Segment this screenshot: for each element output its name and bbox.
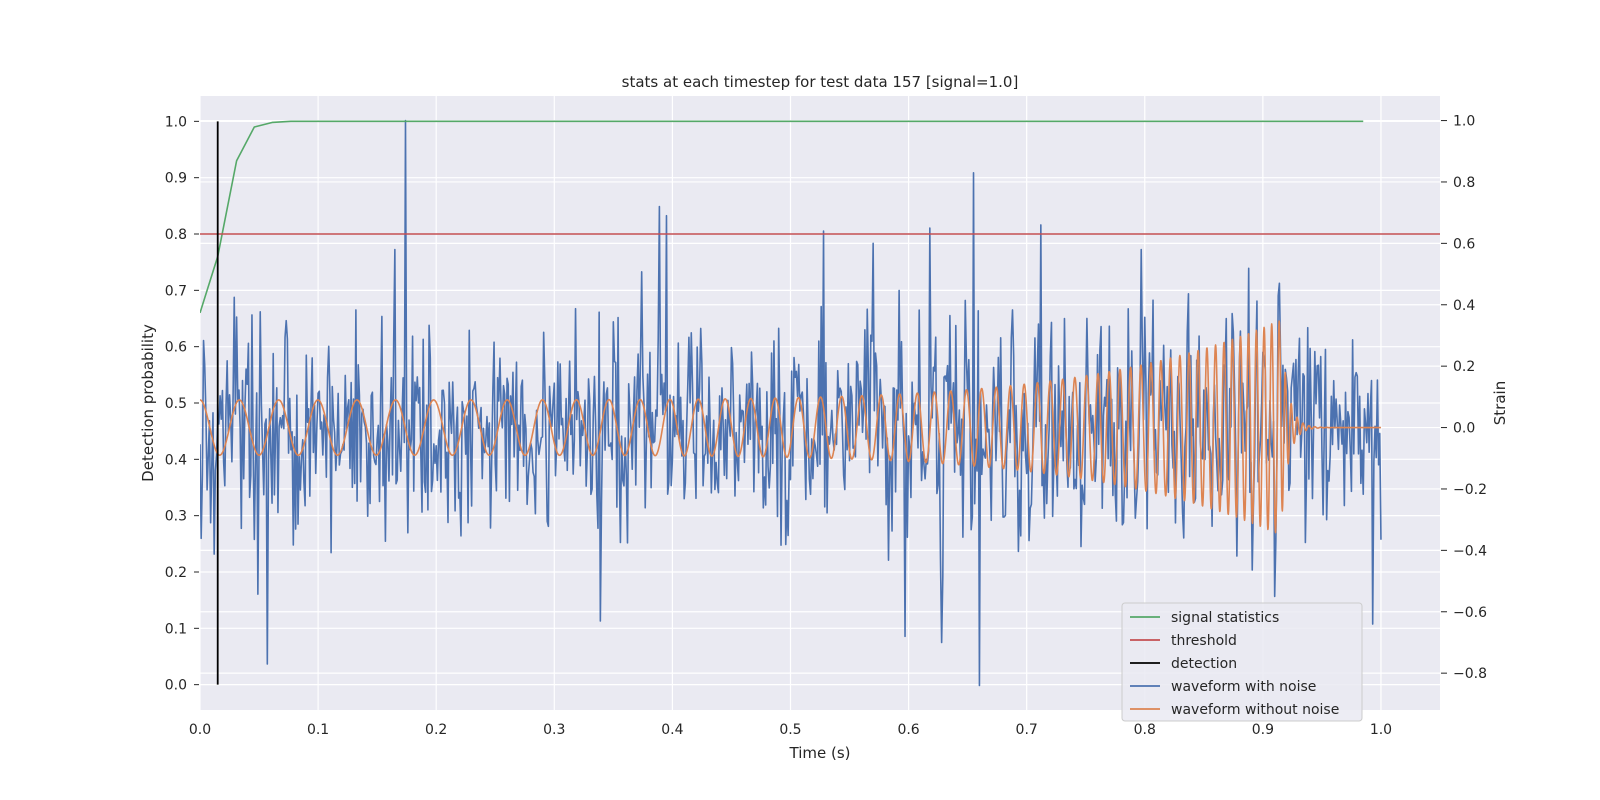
y-tick-label: 0.3 (165, 509, 187, 525)
x-tick-label: 0.6 (897, 722, 919, 738)
x-tick-label: 0.4 (661, 722, 683, 738)
y2-tick-label: 0.8 (1453, 175, 1475, 191)
legend-entry: detection (1171, 656, 1237, 672)
y-tick-label: 0.9 (165, 171, 187, 187)
x-tick-label: 0.1 (307, 722, 329, 738)
y2-tick-label: 0.2 (1453, 359, 1475, 375)
y-tick-label: 0.0 (165, 678, 187, 694)
legend-entry: waveform without noise (1171, 702, 1339, 718)
x-tick-label: 0.8 (1134, 722, 1156, 738)
y2-tick-label: 0.4 (1453, 298, 1475, 314)
legend-entry: waveform with noise (1171, 679, 1316, 695)
y-tick-label: 0.2 (165, 565, 187, 581)
x-tick-label: 0.2 (425, 722, 447, 738)
y-tick-label: 0.7 (165, 283, 187, 299)
x-tick-label: 0.7 (1016, 722, 1038, 738)
y2-axis-label: Strain (1491, 381, 1509, 425)
legend-box (1121, 602, 1363, 722)
y-tick-label: 0.1 (165, 621, 187, 637)
y2-tick-label: 1.0 (1453, 114, 1475, 130)
y2-tick-label: −0.6 (1453, 605, 1487, 621)
y2-tick-label: 0.6 (1453, 236, 1475, 252)
series-waveform-with-noise (200, 119, 1382, 687)
legend: signal statistics threshold detection wavef… (1121, 602, 1363, 722)
y2-tick-label: 0.0 (1453, 421, 1475, 437)
x-tick-label: 0.3 (543, 722, 565, 738)
x-tick-label: 1.0 (1370, 722, 1392, 738)
x-tick-label: 0.5 (779, 722, 801, 738)
axes: 0.0 0.1 0.2 0.3 0.4 0.5 0.6 0.7 0.8 0.9 1.0 0.0 0.1 0… (165, 114, 1487, 738)
legend-entry: threshold (1171, 633, 1237, 649)
y2-tick-label: −0.2 (1453, 482, 1487, 498)
legend-entry: signal statistics (1171, 610, 1279, 626)
x-tick-label: 0.0 (189, 722, 211, 738)
series-signal-statistics (200, 120, 1364, 314)
y2-tick-label: −0.8 (1453, 666, 1487, 682)
y-tick-label: 0.5 (165, 396, 187, 412)
y-tick-label: 0.6 (165, 340, 187, 356)
y-axis-label: Detection probability (139, 324, 157, 482)
series-layer (200, 119, 1440, 687)
y-tick-label: 0.4 (165, 452, 187, 468)
y-tick-label: 0.8 (165, 227, 187, 243)
y2-tick-label: −0.4 (1453, 543, 1487, 559)
chart-title: stats at each timestep for test data 157… (622, 73, 1019, 91)
x-axis-label: Time (s) (789, 744, 851, 762)
y-tick-label: 1.0 (165, 114, 187, 130)
x-tick-label: 0.9 (1252, 722, 1274, 738)
series-waveform-without-noise (200, 320, 1382, 534)
